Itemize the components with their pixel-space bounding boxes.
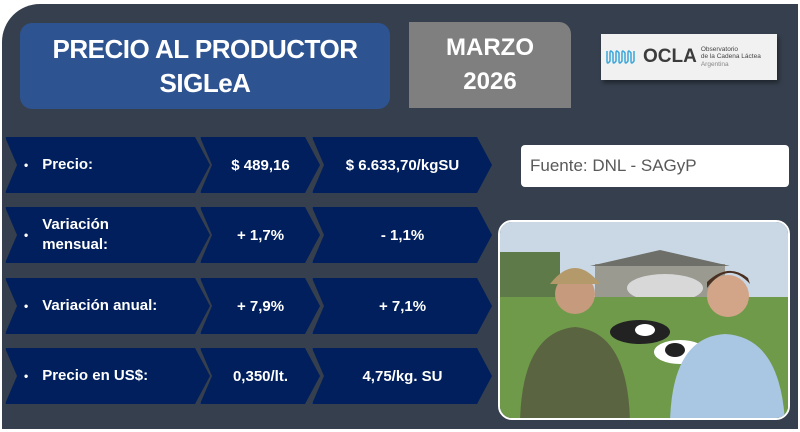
period-badge: MARZO 2026: [409, 22, 571, 108]
logo-name: OCLA: [643, 46, 697, 67]
page-title: PRECIO AL PRODUCTOR SIGLeA: [20, 23, 390, 109]
value-per-liter: + 7,9%: [200, 278, 320, 334]
source-box: Fuente: DNL - SAGyP: [521, 145, 789, 187]
value-per-kg: $ 6.633,70/kgSU: [312, 137, 492, 193]
logo-subtitle: Observatorio de la Cadena Láctea Argenti…: [700, 45, 761, 68]
row-label: Precio:: [42, 156, 94, 173]
title-line-1: PRECIO AL PRODUCTOR: [52, 34, 358, 64]
title-line-2: SIGLeA: [159, 68, 251, 98]
ocla-logo: OCLA Observatorio de la Cadena Láctea Ar…: [601, 34, 777, 80]
year: 2026: [463, 68, 517, 95]
row-label: Precio en US$:: [42, 367, 149, 384]
row-label: Variación mensual:: [42, 216, 109, 253]
value-per-liter: 0,350/lt.: [200, 348, 320, 404]
value-per-liter: $ 489,16: [200, 137, 320, 193]
wave-logo-icon: [606, 50, 635, 64]
month: MARZO: [446, 34, 534, 61]
value-per-liter: + 1,7%: [200, 207, 320, 263]
value-per-kg: 4,75/kg. SU: [312, 348, 492, 404]
value-per-kg: - 1,1%: [312, 207, 492, 263]
farm-photo: [498, 220, 790, 420]
value-per-kg: + 7,1%: [312, 278, 492, 334]
row-label: Variación anual:: [42, 297, 158, 314]
